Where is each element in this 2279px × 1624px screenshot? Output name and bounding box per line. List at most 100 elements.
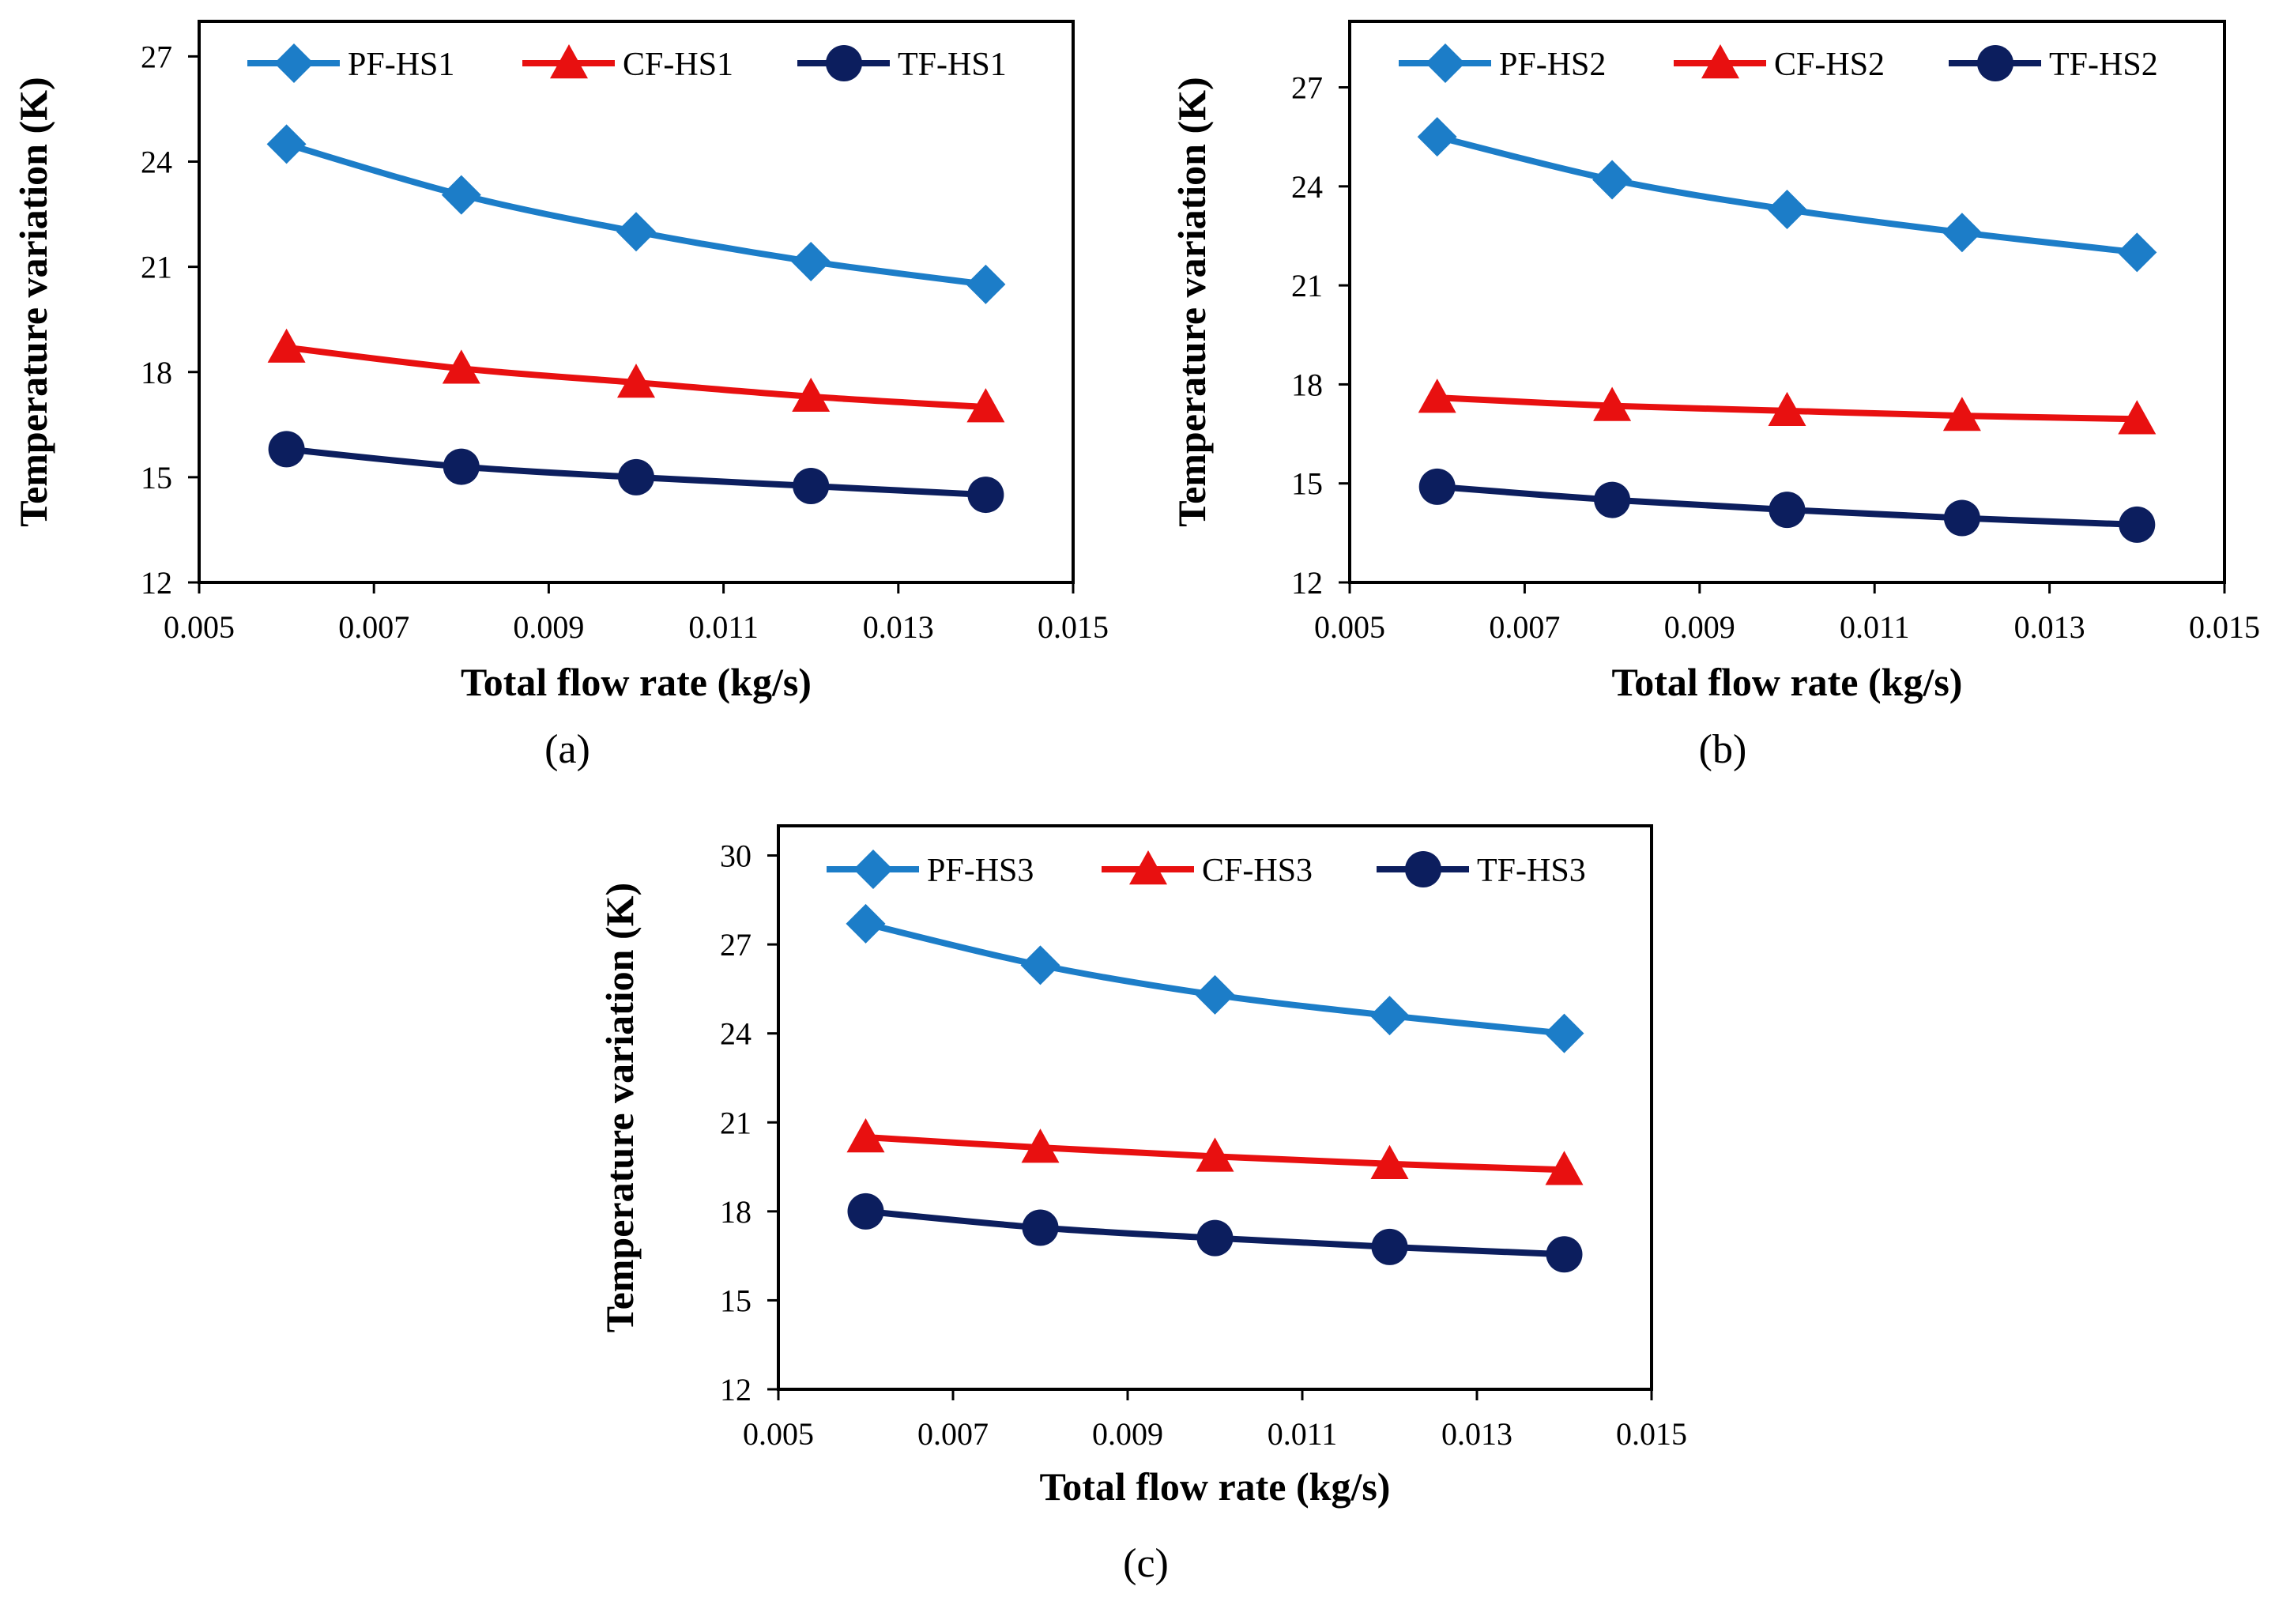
data-point-TF-HS1 — [793, 467, 830, 504]
legend-entry-CF-HS1: CF-HS1 — [522, 44, 733, 83]
panel-caption: (c) — [1123, 1541, 1169, 1586]
panel-caption: (a) — [544, 727, 590, 772]
y-tick-label: 15 — [141, 460, 172, 495]
data-point-PF-HS1 — [791, 241, 831, 281]
data-point-PF-HS1 — [966, 264, 1006, 304]
data-point-CF-HS1 — [966, 388, 1005, 423]
legend-label: TF-HS3 — [1477, 853, 1586, 889]
legend-label: PF-HS2 — [1499, 47, 1606, 83]
data-point-TF-HS3 — [847, 1193, 884, 1230]
data-point-PF-HS2 — [1942, 213, 1982, 253]
legend-label: TF-HS2 — [2049, 47, 2158, 83]
legend-entry-CF-HS3: CF-HS3 — [1102, 850, 1313, 889]
legend-label: CF-HS1 — [623, 47, 733, 83]
data-point-PF-HS3 — [1544, 1013, 1584, 1053]
data-point-PF-HS3 — [846, 903, 886, 944]
y-axis-title: Temperature variation (K) — [1170, 77, 1214, 526]
legend-label: PF-HS1 — [348, 47, 454, 83]
y-tick-label: 12 — [1291, 565, 1323, 601]
y-tick-label: 21 — [1291, 268, 1323, 303]
data-point-CF-HS1 — [442, 349, 480, 384]
data-point-TF-HS2 — [1769, 492, 1806, 529]
data-point-CF-HS2 — [1418, 379, 1456, 413]
x-tick-label: 0.005 — [743, 1416, 814, 1452]
data-point-PF-HS3 — [1195, 974, 1235, 1015]
x-tick-label: 0.007 — [1489, 609, 1560, 645]
y-tick-label: 12 — [720, 1372, 752, 1407]
plot-area-frame — [1348, 20, 2226, 584]
y-tick-label: 27 — [1291, 70, 1323, 106]
x-axis-title: Total flow rate (kg/s) — [461, 660, 812, 704]
data-point-CF-HS2 — [2118, 400, 2157, 435]
data-point-TF-HS2 — [2119, 506, 2156, 543]
data-point-CF-HS1 — [617, 364, 655, 398]
y-tick-label: 30 — [720, 838, 752, 874]
y-tick-label: 27 — [141, 39, 172, 74]
plot-area-frame — [777, 824, 1653, 1391]
chart-panel-2: 0.005 0.007 0.009 0.011 0.013 0.015 12 15 18 21 24… — [1170, 20, 2260, 704]
data-point-TF-HS2 — [1943, 499, 1980, 537]
x-tick-label: 0.015 — [1616, 1416, 1687, 1452]
data-point-CF-HS2 — [1942, 397, 1981, 431]
x-tick-label: 0.013 — [1441, 1416, 1512, 1452]
data-point-TF-HS3 — [1546, 1236, 1583, 1273]
legend-entry-PF-HS1: PF-HS1 — [247, 43, 454, 83]
data-point-PF-HS3 — [1020, 945, 1060, 985]
legend-marker — [1977, 45, 2013, 81]
data-point-CF-HS2 — [1593, 386, 1632, 421]
x-tick-label: 0.009 — [1664, 609, 1735, 645]
legend-marker — [274, 43, 314, 83]
legend-entry-TF-HS1: TF-HS1 — [797, 45, 1007, 83]
y-tick-label: 21 — [141, 250, 172, 285]
x-tick-label: 0.015 — [1038, 609, 1109, 645]
x-tick-label: 0.009 — [1092, 1416, 1163, 1452]
data-point-PF-HS2 — [1417, 117, 1457, 157]
x-tick-label: 0.011 — [1268, 1416, 1338, 1452]
y-tick-label: 18 — [1291, 367, 1323, 402]
x-tick-label: 0.011 — [688, 609, 759, 645]
y-axis-title: Temperature variation (K) — [597, 883, 642, 1332]
y-tick-label: 21 — [720, 1105, 752, 1140]
data-point-PF-HS3 — [1369, 996, 1410, 1036]
y-tick-label: 24 — [1291, 169, 1323, 205]
data-point-CF-HS1 — [267, 328, 306, 363]
data-point-TF-HS1 — [443, 448, 480, 485]
chart-panel-3: 0.005 0.007 0.009 0.011 0.013 0.015 12 15 18 21 24… — [597, 824, 1687, 1509]
legend-marker — [550, 44, 588, 79]
legend-marker — [826, 45, 862, 81]
legend-entry-CF-HS2: CF-HS2 — [1674, 44, 1885, 83]
data-point-PF-HS1 — [616, 212, 656, 252]
legend-entry-PF-HS2: PF-HS2 — [1399, 43, 1606, 83]
x-tick-label: 0.015 — [2189, 609, 2260, 645]
x-axis-title: Total flow rate (kg/s) — [1612, 660, 1963, 704]
legend-entry-TF-HS2: TF-HS2 — [1949, 45, 2158, 83]
data-point-TF-HS3 — [1371, 1228, 1408, 1265]
y-tick-label: 15 — [1291, 466, 1323, 502]
legend-marker — [1426, 43, 1465, 83]
legend-marker — [1405, 851, 1441, 887]
x-tick-label: 0.007 — [338, 609, 409, 645]
x-tick-label: 0.013 — [2014, 609, 2085, 645]
x-tick-label: 0.013 — [863, 609, 934, 645]
y-axis-title: Temperature variation (K) — [11, 77, 55, 526]
data-point-CF-HS2 — [1768, 391, 1806, 427]
x-tick-label: 0.007 — [917, 1416, 989, 1452]
data-point-TF-HS2 — [1594, 481, 1631, 518]
data-point-PF-HS2 — [1767, 190, 1807, 230]
data-point-CF-HS3 — [846, 1118, 885, 1153]
legend-label: CF-HS3 — [1202, 853, 1313, 889]
x-tick-label: 0.005 — [164, 609, 235, 645]
y-tick-label: 24 — [720, 1016, 752, 1052]
data-point-PF-HS1 — [266, 124, 307, 164]
data-point-CF-HS3 — [1021, 1129, 1060, 1163]
data-point-CF-HS3 — [1370, 1144, 1409, 1179]
data-point-TF-HS1 — [967, 477, 1004, 514]
y-tick-label: 18 — [141, 355, 172, 390]
data-point-CF-HS1 — [792, 377, 831, 413]
legend-label: CF-HS2 — [1774, 47, 1885, 83]
data-point-PF-HS1 — [441, 175, 481, 215]
y-tick-label: 18 — [720, 1194, 752, 1230]
y-tick-label: 27 — [720, 927, 752, 963]
plot-area-frame — [198, 20, 1075, 584]
